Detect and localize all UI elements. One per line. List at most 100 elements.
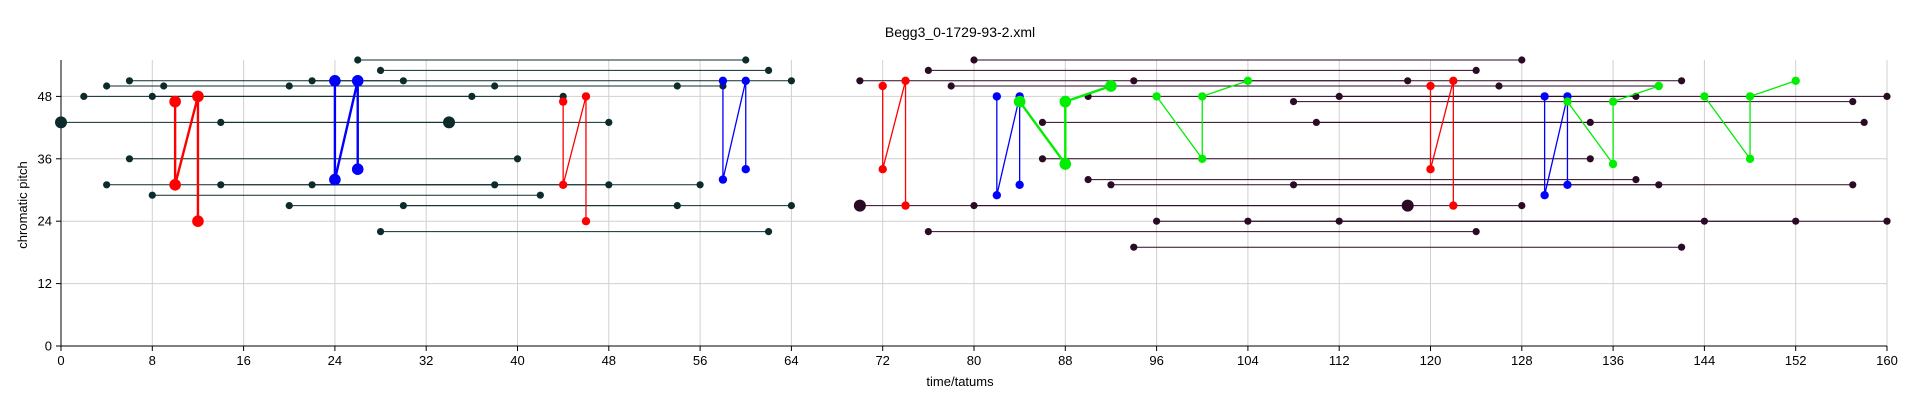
note-start-point xyxy=(354,56,362,64)
chain-line xyxy=(882,80,907,206)
chain-line xyxy=(1156,80,1249,161)
x-tick-label: 160 xyxy=(1876,353,1898,368)
chain-point xyxy=(192,90,204,103)
note-end-point xyxy=(1677,77,1686,85)
chain-point xyxy=(992,92,1002,101)
chain-point xyxy=(192,215,204,227)
chain-point xyxy=(901,76,910,86)
note-end-point xyxy=(1632,176,1640,184)
note-end-point xyxy=(764,228,773,236)
chain-point xyxy=(1426,165,1435,174)
note-start-point xyxy=(376,66,385,74)
x-tick-label: 96 xyxy=(1149,353,1163,368)
note-start-point xyxy=(217,118,225,126)
note-start-point xyxy=(1244,217,1252,225)
chain-point xyxy=(741,76,750,86)
chain-point xyxy=(741,165,750,174)
note-start-point xyxy=(924,66,932,74)
chain-point xyxy=(1198,92,1207,101)
chain-point xyxy=(1745,154,1755,163)
note-start-point xyxy=(103,181,111,189)
chain-point xyxy=(1105,80,1117,92)
chart-title: Begg3_0-1729-93-2.xml xyxy=(885,24,1035,40)
y-axis-label: chromatic pitch xyxy=(15,161,30,248)
x-tick-label: 80 xyxy=(967,353,981,368)
note-start-point xyxy=(1335,217,1343,225)
note-start-point xyxy=(491,82,499,90)
chain-point xyxy=(329,75,341,87)
chain-point xyxy=(718,175,728,184)
note-end-point xyxy=(1518,56,1526,64)
chain-point xyxy=(718,76,728,86)
chain-point xyxy=(992,191,1002,200)
note-end-point xyxy=(1677,243,1686,251)
note-start-point xyxy=(1312,118,1320,126)
x-tick-label: 88 xyxy=(1058,353,1072,368)
x-tick-label: 48 xyxy=(602,353,616,368)
note-start-point xyxy=(853,199,866,212)
x-axis-label: time/tatums xyxy=(926,374,994,389)
chain-point xyxy=(1540,92,1549,101)
chain-point xyxy=(1791,76,1800,86)
note-start-point xyxy=(308,77,316,85)
chain-point xyxy=(1745,92,1755,101)
axes: 0 8 16 24 32 40 48 56 64 72 80 88 96 104 112 120 128 136 1… xyxy=(38,60,1898,368)
x-tick-label: 8 xyxy=(149,353,156,368)
note-start-point xyxy=(103,82,111,90)
chain-point xyxy=(581,92,591,101)
chain-point xyxy=(1198,154,1207,163)
note-end-point xyxy=(764,66,773,74)
note-end-point xyxy=(1472,228,1480,236)
chain-line xyxy=(173,96,200,222)
chain-point xyxy=(1013,95,1026,108)
chain-line xyxy=(1543,96,1569,196)
note-start-point xyxy=(80,92,88,100)
y-tick-label: 0 xyxy=(45,339,52,354)
chain-point xyxy=(1059,158,1072,170)
note-start-point xyxy=(125,155,134,163)
x-tick-label: 120 xyxy=(1420,353,1442,368)
chain-point xyxy=(1540,191,1549,200)
note-start-point xyxy=(856,77,864,85)
x-tick-label: 112 xyxy=(1329,353,1350,368)
chain-line xyxy=(1018,84,1112,168)
note-start-point xyxy=(308,181,316,189)
x-tick-label: 152 xyxy=(1785,353,1807,368)
note-start-point xyxy=(1038,155,1047,163)
note-start-point xyxy=(1130,77,1138,85)
chain-point xyxy=(1654,81,1663,91)
chain-line xyxy=(1703,80,1796,161)
y-tick-label: 36 xyxy=(38,151,52,166)
note-end-point xyxy=(399,77,407,85)
note-start-point xyxy=(1289,98,1298,106)
note-start-point xyxy=(399,202,407,210)
chain-point xyxy=(169,179,181,191)
chain-point xyxy=(878,81,887,91)
note-start-point xyxy=(970,56,978,64)
chain-point xyxy=(351,163,364,175)
chain-point xyxy=(1426,81,1435,91)
chain-point xyxy=(1449,201,1458,210)
note-start-point xyxy=(1153,217,1161,225)
pattern-chains xyxy=(169,75,1800,227)
chain-point xyxy=(558,180,568,189)
chain-point xyxy=(1563,97,1572,106)
x-tick-label: 64 xyxy=(784,353,798,368)
chain-point xyxy=(1449,76,1458,86)
note-end-point xyxy=(536,191,544,199)
note-start-point xyxy=(376,228,385,236)
chain-point xyxy=(901,201,910,210)
note-start-point xyxy=(947,82,955,90)
chain-line xyxy=(562,96,587,222)
note-start-point xyxy=(55,116,67,129)
x-tick-label: 24 xyxy=(328,353,342,368)
y-tick-label: 12 xyxy=(38,276,52,291)
chain-point xyxy=(878,165,887,174)
note-start-point xyxy=(1084,176,1092,184)
chain-line xyxy=(1566,85,1659,166)
note-start-point xyxy=(924,228,932,236)
y-tick-label: 48 xyxy=(38,89,52,104)
note-end-point xyxy=(513,155,522,163)
note-end-point xyxy=(605,118,613,126)
